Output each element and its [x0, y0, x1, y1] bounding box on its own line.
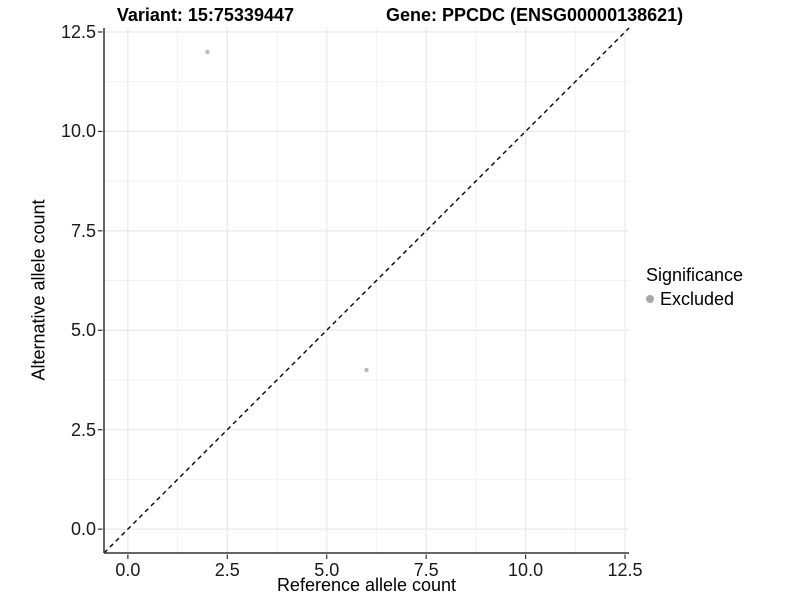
x-tick-label: 7.5 [413, 560, 439, 580]
identity-reference-line [103, 27, 630, 554]
plot-title: Variant: 15:75339447 Gene: PPCDC (ENSG00… [0, 5, 800, 26]
legend: Significance Excluded [646, 265, 743, 309]
x-tick-label: 2.5 [214, 560, 240, 580]
x-tick-label: 12.5 [607, 560, 643, 580]
data-point [364, 367, 369, 373]
legend-key-excluded-dot [646, 295, 654, 303]
plot-title-gene: Gene: PPCDC (ENSG00000138621) [386, 5, 684, 25]
legend-item-excluded: Excluded [646, 289, 743, 309]
x-axis-title: Reference allele count [276, 575, 457, 595]
plot-title-variant: Variant: 15:75339447 [116, 5, 294, 25]
data-point [205, 49, 210, 55]
x-tick-label: 5.0 [314, 560, 340, 580]
y-tick-label: 7.5 [70, 220, 96, 241]
y-tick-label: 2.5 [70, 419, 96, 440]
legend-item-label: Excluded [660, 289, 735, 309]
plot-panel [98, 27, 630, 559]
plot-panel-canvas [98, 27, 630, 559]
y-tick-label: 12.5 [60, 21, 96, 42]
legend-title: Significance [646, 265, 744, 285]
x-tick-label: 0.0 [115, 560, 141, 580]
x-tick-label: 10.0 [508, 560, 544, 580]
y-tick-label: 5.0 [70, 320, 96, 341]
y-tick-label: 10.0 [60, 121, 96, 142]
y-tick-label: 0.0 [70, 519, 96, 540]
